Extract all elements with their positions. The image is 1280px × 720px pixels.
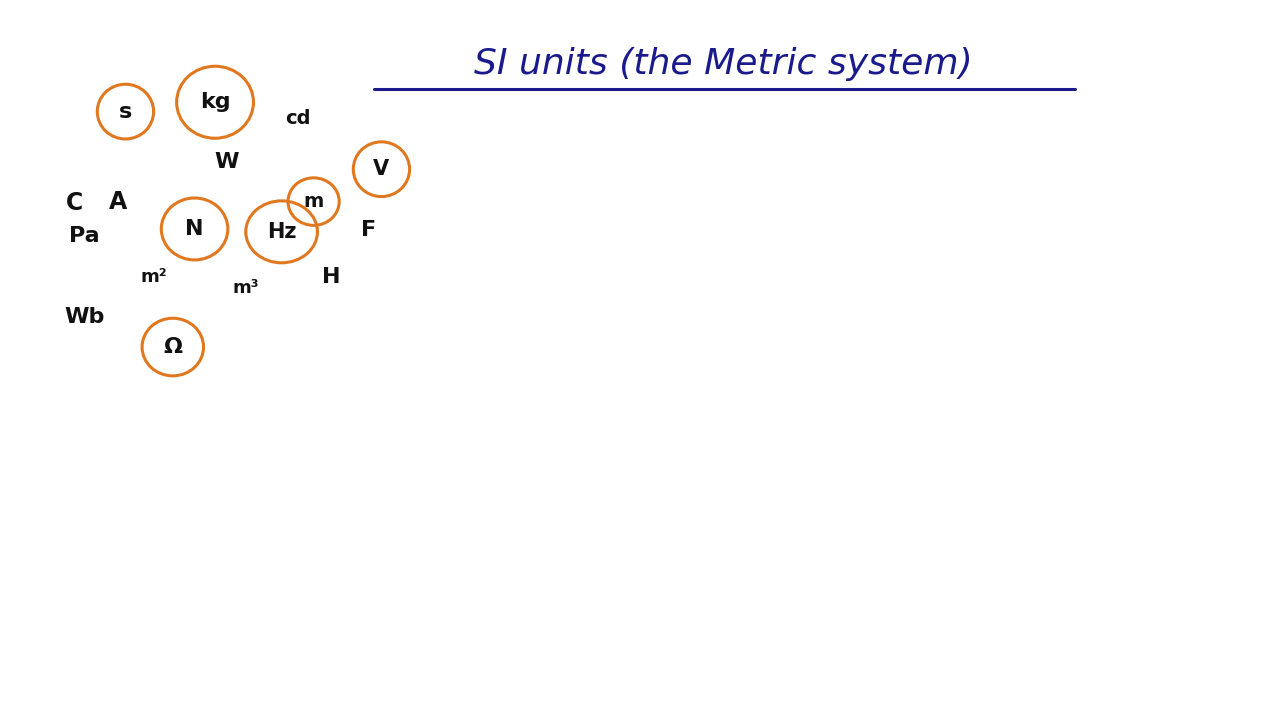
Text: kg: kg — [200, 92, 230, 112]
Text: m²: m² — [141, 268, 166, 286]
Text: SI units (the Metric system): SI units (the Metric system) — [474, 47, 973, 81]
Text: H: H — [323, 267, 340, 287]
Text: C: C — [65, 191, 83, 215]
Text: F: F — [361, 220, 376, 240]
Text: Hz: Hz — [266, 222, 297, 242]
Text: s: s — [119, 102, 132, 122]
Text: m³: m³ — [233, 279, 259, 297]
Text: Wb: Wb — [64, 307, 105, 327]
Text: V: V — [374, 159, 389, 179]
Text: cd: cd — [285, 109, 311, 128]
Text: Ω: Ω — [164, 337, 182, 357]
Text: A: A — [109, 189, 127, 214]
Text: m: m — [303, 192, 324, 211]
Text: W: W — [214, 152, 239, 172]
Text: Pa: Pa — [69, 226, 100, 246]
Text: N: N — [186, 219, 204, 239]
